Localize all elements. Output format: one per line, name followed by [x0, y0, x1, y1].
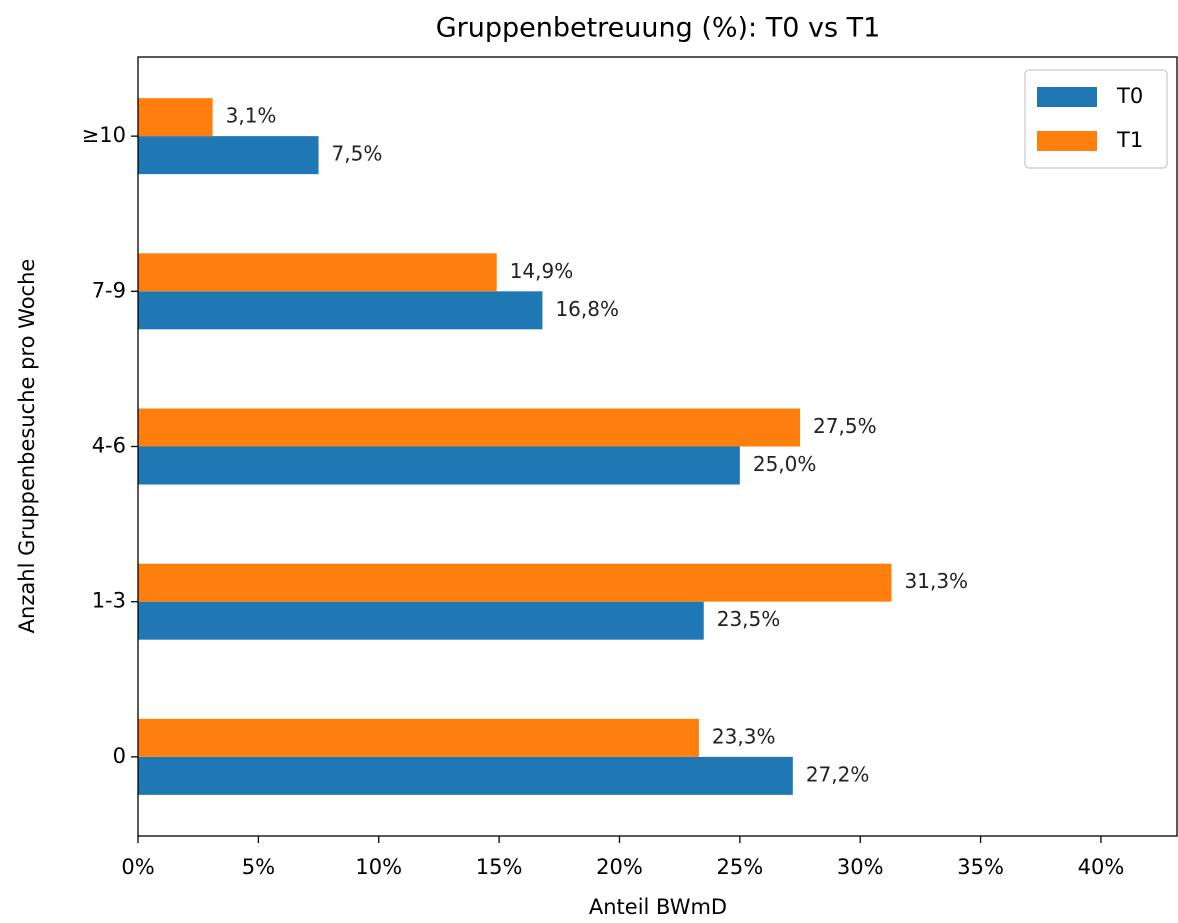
value-label: 14,9% [510, 259, 574, 283]
y-tick-label: 7-9 [92, 278, 126, 302]
value-label: 7,5% [332, 142, 383, 166]
value-label: 23,5% [717, 607, 781, 631]
bar [138, 253, 497, 292]
x-tick-label: 25% [717, 855, 764, 879]
bar [138, 601, 704, 640]
legend-label: T1 [1116, 128, 1143, 152]
value-label: 16,8% [555, 297, 619, 321]
x-tick-label: 10% [355, 855, 402, 879]
bar [138, 563, 892, 602]
x-tick-label: 30% [837, 855, 884, 879]
x-tick-label: 40% [1078, 855, 1125, 879]
x-tick-label: 20% [596, 855, 643, 879]
bar [138, 756, 793, 795]
x-tick-label: 5% [242, 855, 275, 879]
legend-label: T0 [1116, 84, 1143, 108]
x-tick-label: 0% [121, 855, 154, 879]
value-label: 27,5% [813, 414, 877, 438]
legend-swatch [1037, 131, 1097, 151]
x-axis-label: Anteil BWmD [589, 895, 727, 919]
x-tick-label: 15% [476, 855, 523, 879]
value-label: 25,0% [753, 452, 817, 476]
value-label: 3,1% [226, 104, 277, 128]
legend-swatch [1037, 87, 1097, 107]
x-tick-label: 35% [957, 855, 1004, 879]
bar [138, 98, 213, 137]
legend-box [1024, 69, 1168, 169]
value-label: 23,3% [712, 724, 776, 748]
value-label: 27,2% [806, 762, 870, 786]
bar [138, 408, 801, 447]
bar [138, 446, 740, 485]
bar [138, 291, 543, 330]
bar [138, 718, 699, 757]
plot-frame [137, 56, 1178, 837]
bar [138, 136, 319, 175]
chart-title: Gruppenbetreuung (%): T0 vs T1 [436, 13, 881, 44]
y-tick-label: 4-6 [92, 434, 126, 458]
y-tick-label: 1-3 [92, 589, 126, 613]
y-tick-label: 0 [113, 744, 126, 768]
y-axis-label: Anzahl Gruppenbesuche pro Woche [15, 259, 39, 634]
value-label: 31,3% [905, 569, 969, 593]
y-tick-label: ≥10 [82, 123, 126, 147]
